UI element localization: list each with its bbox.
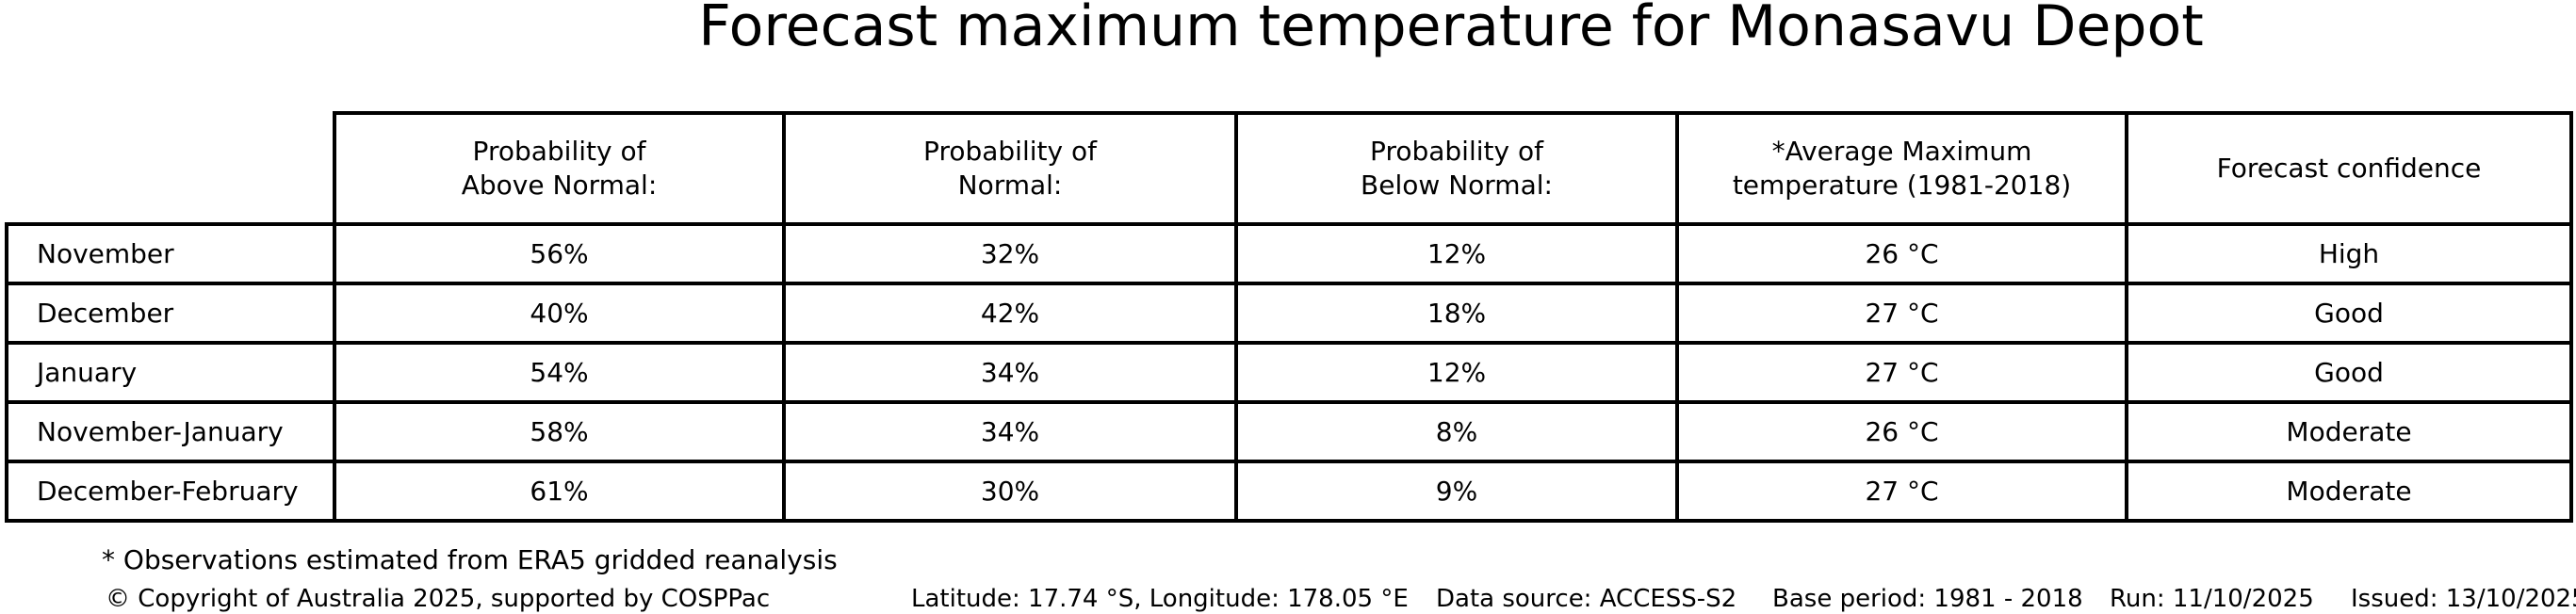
row-label: November-January: [5, 400, 336, 463]
cell-average-max-temperature: 27 °C: [1675, 282, 2128, 345]
cell-above-normal: 56%: [333, 222, 786, 285]
cell-forecast-confidence: Good: [2125, 282, 2573, 345]
cell-average-max-temperature: 26 °C: [1675, 222, 2128, 285]
cell-forecast-confidence: High: [2125, 222, 2573, 285]
row-label: December: [5, 282, 336, 345]
era5-footnote: * Observations estimated from ERA5 gridd…: [102, 544, 838, 575]
location-text: Latitude: 17.74 °S, Longitude: 178.05 °E: [911, 585, 1409, 613]
table-row-december-february: December-February 61% 30% 9% 27 °C Moder…: [5, 460, 2573, 523]
header-normal: Probability of Normal:: [782, 111, 1238, 226]
row-label: January: [5, 341, 336, 404]
cell-forecast-confidence: Moderate: [2125, 460, 2573, 523]
run-date-text: Run: 11/10/2025: [2110, 585, 2314, 613]
cell-below-normal: 12%: [1234, 222, 1679, 285]
cell-normal: 30%: [782, 460, 1238, 523]
cell-normal: 32%: [782, 222, 1238, 285]
corner-cell: [7, 113, 334, 224]
table-row-december: December 40% 42% 18% 27 °C Good: [5, 282, 2573, 345]
cell-normal: 42%: [782, 282, 1238, 345]
cell-above-normal: 61%: [333, 460, 786, 523]
data-source-text: Data source: ACCESS-S2: [1436, 585, 1737, 613]
cell-normal: 34%: [782, 400, 1238, 463]
header-row: Probability of Above Normal: Probability…: [7, 111, 2573, 226]
base-period-text: Base period: 1981 - 2018: [1772, 585, 2083, 613]
forecast-table: Probability of Above Normal: Probability…: [5, 111, 2573, 523]
cell-above-normal: 58%: [333, 400, 786, 463]
cell-forecast-confidence: Moderate: [2125, 400, 2573, 463]
table-row-january: January 54% 34% 12% 27 °C Good: [5, 341, 2573, 404]
cell-forecast-confidence: Good: [2125, 341, 2573, 404]
row-label: November: [5, 222, 336, 285]
cell-average-max-temperature: 26 °C: [1675, 400, 2128, 463]
cell-below-normal: 9%: [1234, 460, 1679, 523]
table-row-november-january: November-January 58% 34% 8% 26 °C Modera…: [5, 400, 2573, 463]
header-forecast-confidence: Forecast confidence: [2125, 111, 2573, 226]
header-below-normal: Probability of Below Normal:: [1234, 111, 1679, 226]
cell-above-normal: 40%: [333, 282, 786, 345]
cell-average-max-temperature: 27 °C: [1675, 341, 2128, 404]
issued-date-text: Issued: 13/10/2025: [2351, 585, 2576, 613]
cell-below-normal: 12%: [1234, 341, 1679, 404]
figure-title: Forecast maximum temperature for Monasav…: [698, 0, 2204, 59]
header-average-max-temperature: *Average Maximum temperature (1981-2018): [1675, 111, 2128, 226]
row-label: December-February: [5, 460, 336, 523]
header-above-normal: Probability of Above Normal:: [333, 111, 786, 226]
cell-above-normal: 54%: [333, 341, 786, 404]
cell-average-max-temperature: 27 °C: [1675, 460, 2128, 523]
cell-below-normal: 8%: [1234, 400, 1679, 463]
cell-normal: 34%: [782, 341, 1238, 404]
copyright-text: © Copyright of Australia 2025, supported…: [106, 585, 771, 613]
table-row-november: November 56% 32% 12% 26 °C High: [5, 222, 2573, 285]
cell-below-normal: 18%: [1234, 282, 1679, 345]
